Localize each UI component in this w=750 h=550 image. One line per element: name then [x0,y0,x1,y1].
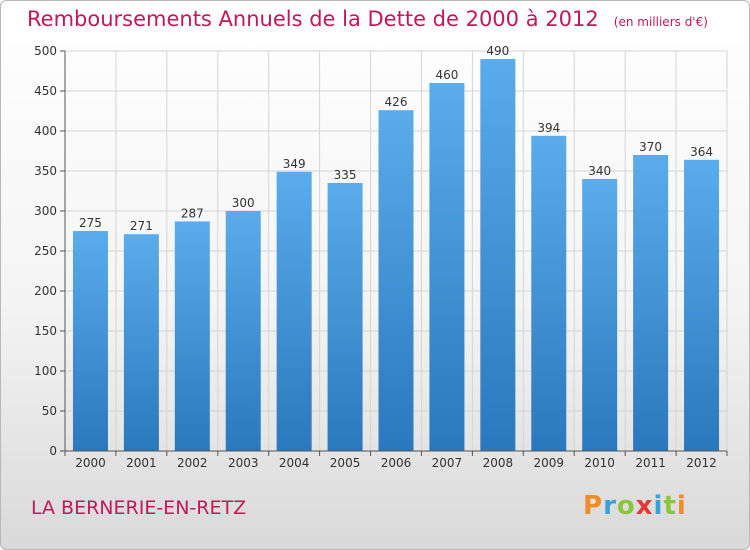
bar-2000 [72,231,108,451]
value-label-2004: 349 [283,157,306,171]
x-tick-label-2006: 2006 [381,456,412,470]
value-label-2010: 340 [588,164,611,178]
bar-2008 [480,59,516,451]
logo-letter: x [635,491,654,521]
y-tick-label: 0 [49,444,57,458]
y-tick-label: 100 [34,364,57,378]
x-tick-label-2008: 2008 [483,456,514,470]
place-name: LA BERNERIE-EN-RETZ [31,497,247,519]
y-tick-label: 150 [34,324,57,338]
x-tick-label-2012: 2012 [686,456,717,470]
logo-letter: i [676,491,687,521]
x-tick-label-2005: 2005 [330,456,361,470]
bar-2012 [684,159,720,452]
y-tick-label: 300 [34,204,57,218]
value-label-2006: 426 [385,95,408,109]
logo-letter: t [663,491,677,521]
bar-2004 [276,171,312,452]
value-label-2000: 275 [79,216,102,230]
x-tick-label-2000: 2000 [75,456,106,470]
bar-2001 [123,234,159,451]
value-label-2003: 300 [232,196,255,210]
y-tick-label: 450 [34,84,57,98]
logo-letter: r [603,491,617,521]
bars-layer: 275 271 287 300 349 335 426 460 490 394 340 370 364 [72,44,720,452]
logo-letter: P [583,491,604,521]
logo-letter: i [653,491,664,521]
bar-2011 [633,155,669,451]
x-tick-label-2011: 2011 [635,456,666,470]
value-label-2009: 394 [537,121,560,135]
x-tick-label-2002: 2002 [177,456,208,470]
axis-layer: 0 50 100 150 200 250 300 350 400 450 500 2000 2001 20… [34,44,728,470]
y-tick-label: 500 [34,44,57,58]
chart-unit: (en milliers d'€) [613,15,708,29]
value-label-2008: 490 [486,44,509,58]
value-label-2007: 460 [435,68,458,82]
bar-2002 [174,221,210,451]
x-tick-label-2010: 2010 [584,456,615,470]
value-label-2005: 335 [334,168,357,182]
x-tick-label-2003: 2003 [228,456,259,470]
y-tick-label: 250 [34,244,57,258]
y-tick-label: 400 [34,124,57,138]
bar-2007 [429,83,465,451]
x-tick-label-2007: 2007 [432,456,463,470]
value-label-2001: 271 [130,219,153,233]
bar-2003 [225,211,261,451]
bar-2006 [378,110,414,451]
y-tick-label: 350 [34,164,57,178]
value-label-2002: 287 [181,206,204,220]
y-tick-label: 50 [42,404,57,418]
x-tick-label-2004: 2004 [279,456,310,470]
proxiti-logo: Proxiti [583,491,687,521]
bar-2010 [582,179,618,451]
x-tick-label-2001: 2001 [126,456,157,470]
bar-2005 [327,183,363,451]
x-tick-label-2009: 2009 [533,456,564,470]
logo-letter: o [616,491,636,521]
y-tick-label: 200 [34,284,57,298]
value-label-2012: 364 [690,145,713,159]
value-label-2011: 370 [639,140,662,154]
chart-title: Remboursements Annuels de la Dette de 20… [27,7,599,31]
title-line: Remboursements Annuels de la Dette de 20… [27,7,708,31]
bar-2009 [531,135,567,452]
